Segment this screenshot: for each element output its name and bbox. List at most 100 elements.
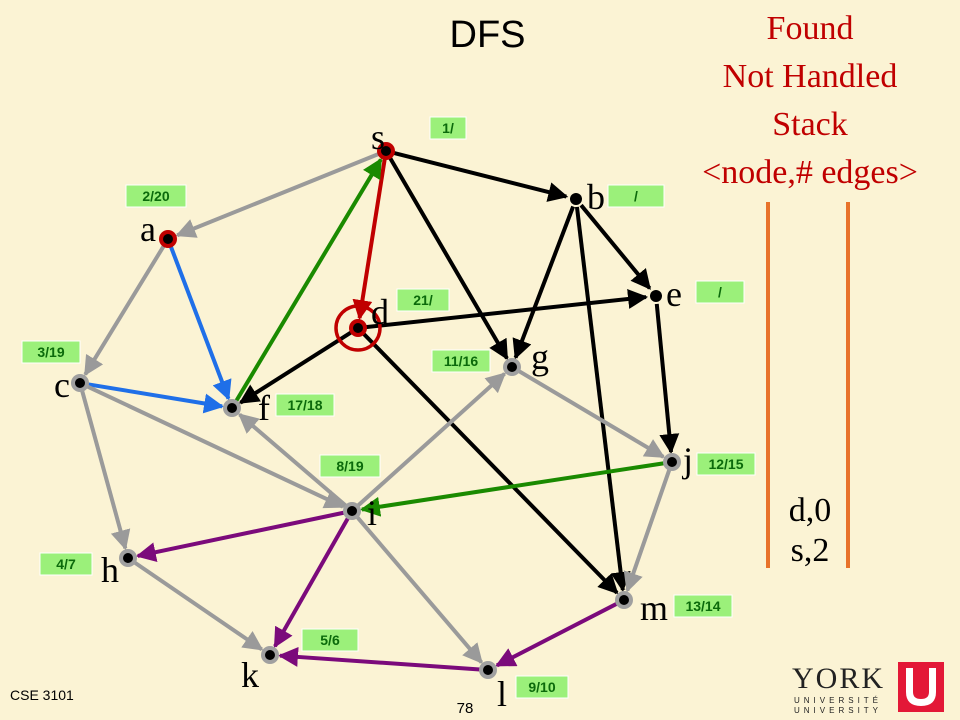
- course-code: CSE 3101: [10, 687, 74, 703]
- node-core-d: [353, 323, 363, 333]
- node-core-f: [227, 403, 237, 413]
- edge-e-j: [654, 303, 680, 455]
- node-b: b /: [570, 177, 665, 217]
- node-label-e: e: [666, 274, 682, 314]
- node-core-l: [483, 665, 493, 675]
- node-label-a: a: [140, 209, 156, 249]
- edge-i-f: [238, 412, 348, 508]
- time-box-l: [515, 675, 569, 699]
- stack-item-top: d,0: [788, 492, 832, 529]
- node-k: k 5/6: [241, 628, 359, 695]
- time-label-c: 3/19: [37, 344, 64, 360]
- edge-i-l: [355, 515, 484, 664]
- edge-c-f: [87, 382, 225, 414]
- time-label-m: 13/14: [685, 598, 720, 614]
- page-number: 78: [456, 700, 474, 717]
- time-label-s: 1/: [442, 120, 454, 136]
- york-u-mark: [898, 662, 944, 712]
- time-label-b: /: [634, 188, 638, 204]
- node-core-c: [75, 378, 85, 388]
- logo-sub-en: UNIVERSITY: [794, 706, 883, 715]
- edges-layer: [80, 151, 680, 672]
- logo-wordmark: YORK: [792, 662, 886, 695]
- time-box-e: [695, 280, 745, 304]
- time-box-f: [275, 393, 335, 417]
- edge-a-f: [168, 245, 232, 401]
- node-label-h: h: [101, 550, 119, 590]
- time-label-h: 4/7: [56, 556, 76, 572]
- node-label-f: f: [258, 388, 270, 428]
- edge-j-m: [623, 468, 672, 593]
- node-s: s 1/: [371, 116, 467, 160]
- node-label-j: j: [681, 440, 693, 480]
- node-a: a 2/20: [125, 184, 187, 249]
- legend-not-handled: Not Handled: [722, 58, 898, 95]
- edge-d-f: [238, 330, 353, 405]
- node-c: c 3/19: [21, 340, 89, 405]
- node-label-l: l: [497, 674, 507, 714]
- node-i: i 8/19: [319, 454, 381, 533]
- node-label-s: s: [371, 117, 385, 157]
- york-logo: YORK UNIVERSITÉ UNIVERSITY: [792, 662, 952, 716]
- node-f: f 17/18: [223, 388, 335, 428]
- node-g: g 11/16: [431, 337, 549, 377]
- node-d: d 21/: [334, 288, 450, 352]
- edge-b-m: [574, 206, 631, 593]
- node-dot-e: [650, 290, 662, 302]
- edge-h-k: [133, 560, 264, 652]
- edge-s-g: [388, 156, 509, 361]
- node-core-a: [163, 234, 173, 244]
- node-core-h: [123, 553, 133, 563]
- node-label-b: b: [587, 177, 605, 217]
- time-box-i: [319, 454, 381, 478]
- time-label-i: 8/19: [336, 458, 363, 474]
- edge-d-e: [365, 289, 649, 330]
- edge-s-a: [175, 152, 380, 238]
- edge-f-s: [234, 157, 383, 403]
- edge-i-g: [356, 372, 507, 508]
- legend-node-edges: <node,# edges>: [702, 154, 918, 191]
- edge-i-k: [273, 516, 350, 649]
- time-box-s: [429, 116, 467, 140]
- time-box-a: [125, 184, 187, 208]
- node-dot-b: [570, 193, 582, 205]
- node-j: j 12/15: [663, 440, 756, 480]
- node-core-m: [619, 595, 629, 605]
- logo-sub-fr: UNIVERSITÉ: [794, 696, 883, 705]
- edge-s-b: [393, 151, 569, 202]
- edge-d-m: [362, 332, 619, 595]
- node-label-d: d: [371, 292, 389, 332]
- legend-stack: Stack: [772, 106, 848, 143]
- node-h: h 4/7: [39, 549, 137, 590]
- time-label-j: 12/15: [708, 456, 743, 472]
- node-core-j: [667, 457, 677, 467]
- time-box-h: [39, 552, 93, 576]
- edge-i-h: [135, 510, 345, 563]
- node-e: e /: [650, 274, 745, 314]
- slide-title: DFS: [449, 14, 526, 56]
- time-box-k: [301, 628, 359, 652]
- time-box-m: [673, 594, 733, 618]
- node-label-k: k: [241, 655, 259, 695]
- edge-l-k: [277, 646, 481, 672]
- edge-j-i: [359, 461, 665, 517]
- time-label-e: /: [718, 284, 722, 300]
- time-label-g: 11/16: [444, 353, 478, 369]
- edge-b-g: [512, 205, 576, 360]
- node-label-m: m: [640, 588, 668, 628]
- current-node-ring: [334, 304, 382, 352]
- edge-s-d: [352, 158, 387, 321]
- node-m: m 13/14: [615, 588, 733, 628]
- edge-a-c: [83, 244, 166, 377]
- node-core-g: [507, 362, 517, 372]
- edge-b-e: [579, 203, 652, 290]
- time-label-l: 9/10: [528, 679, 555, 695]
- time-box-g: [431, 349, 491, 373]
- edge-g-j: [517, 369, 666, 459]
- node-label-i: i: [367, 493, 377, 533]
- stack-item-bottom: s,2: [790, 532, 830, 569]
- node-core-s: [381, 146, 391, 156]
- time-box-c: [21, 340, 81, 364]
